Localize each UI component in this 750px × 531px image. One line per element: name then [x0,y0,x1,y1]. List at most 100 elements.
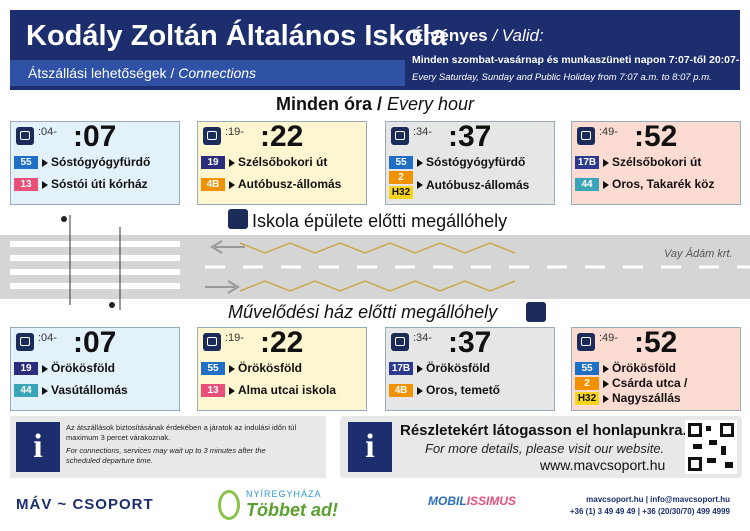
route-badge: 55 [201,362,225,375]
bus-icon [203,127,221,145]
depart-time: :37 [448,326,492,359]
depart-time: :37 [448,120,492,153]
bus-icon [16,127,34,145]
mobil: MOBIL [428,494,467,508]
arrow [229,180,235,189]
validity-en: Every Saturday, Sunday and Public Holida… [412,72,712,83]
card: :19- :22 19 Szélsőbokori út 4B Autóbusz-állom… [197,120,367,205]
mav-logo: MÁV ~ CSOPORT [16,496,154,513]
card: :34-:37 55 Sóstógyógyfürdő 2 H32 Autóbusz-áll… [385,120,555,205]
arrive-time: :04- [38,332,57,344]
bus-icon [203,333,221,351]
destination: Sóstógyógyfürdő [426,155,526,169]
depart-time: :22 [260,326,304,359]
city-logo-mark [218,490,240,520]
destination: Autóbusz-állomás [426,177,530,192]
csoport: CSOPORT [72,496,154,513]
validity-hu: Minden szombat-vasárnap és munkaszüneti … [412,54,750,66]
subtitle-en: Connections [178,65,257,81]
arrow [229,386,235,395]
route-badge: 17B [389,362,413,375]
card: :49-:52 55 Örökösföld 2 Csárda utca / H32 Nagy… [571,326,741,411]
destination: Sóstói úti kórház [51,177,148,191]
wait-box [10,416,326,478]
zigzag-bottom [239,280,516,292]
url: www.mavcsoport.hu [540,457,666,473]
route-badge: 13 [14,178,38,191]
wait-en: For connections, services may wait up to… [66,446,266,465]
arrow [417,181,423,189]
zigzag-top [239,242,516,254]
destination: Örökösföld [612,361,677,375]
contact1: mavcsoport.hu | info@mavcsoport.hu [586,495,730,504]
bottom-stop: Művelődési ház előtti megállóhely [228,302,498,322]
subtitle-band [10,60,405,86]
subtitle: Átszállási lehetőségek / Connections [28,65,256,81]
pedestrian-bottom [109,302,115,308]
arrive-time: :34- [413,332,432,344]
arrow [603,394,609,403]
web-en: For more details, please visit our websi… [425,441,665,456]
info-icon: i [348,422,392,472]
frequency-en: Every hour [386,94,475,114]
depart-time: :52 [634,326,678,359]
top-stop: Iskola épülete előtti megállóhely [252,211,508,231]
bus-icon [391,127,409,145]
bus-icon [577,333,595,351]
arrow [229,158,235,167]
route-badge: 2 [575,377,599,390]
mobilissimus: MOBILISSIMUS [428,494,516,508]
arrive-time: :34- [413,126,432,138]
wait-hu: Az átszállások biztosításának érdekében … [66,423,297,442]
depart-time: :52 [634,120,678,153]
info-icon: i [16,422,60,472]
arrow [603,158,609,167]
route-badge: 44 [14,384,38,397]
bus-icon [577,127,595,145]
card: :49-:52 17B Szélsőbokori út 44 Oros, Takarék… [571,120,741,205]
card: :04- :07 19 Örökösföld 44 Vasútállomás [10,326,180,411]
route-badge: 19 [14,362,38,375]
arrive-time: :49- [599,332,618,344]
depart-time: :07 [73,120,117,153]
bus-icon [391,333,409,351]
route-badge: 55 [389,156,413,169]
destination: Autóbusz-állomás [238,177,342,191]
issimus: ISSIMUS [466,494,517,508]
web-box [340,416,742,478]
street: Vay Ádám krt. [664,248,733,260]
road [0,209,750,322]
arrow [42,158,48,167]
arrive-time: :19- [225,126,244,138]
destination: Nagyszállás [612,391,681,405]
slogan: Többet ad! [246,500,338,520]
frequency-hu: Minden óra / [275,94,382,114]
depart-time: :22 [260,120,304,153]
card: :19-:22 55 Örökösföld 13 Alma utcai iskola [197,326,367,411]
arrow [417,158,423,167]
valid-hu: Érvényes [412,26,488,45]
route-badge: H32 [389,186,413,199]
destination: Örökösföld [51,361,116,375]
arrow [42,386,48,395]
qr-code [685,420,737,474]
route-badge: 55 [14,156,38,169]
stop-icon-bottom [526,302,546,322]
subtitle-hu: Átszállási lehetőségek / [28,65,175,81]
destination: Szélsőbokori út [612,155,702,169]
arrow [603,364,609,373]
route-badge: H32 [575,392,599,405]
depart-time: :07 [73,326,117,359]
arrive-time: :04- [38,126,57,138]
destination: Örökösföld [426,361,491,375]
arrow [42,364,48,373]
arrow [603,379,609,388]
destination: Vasútállomás [51,383,128,397]
route-badge: 4B [201,178,225,191]
arrow [42,180,48,189]
arrow [417,386,423,395]
destination: Szélsőbokori út [238,155,328,169]
arrow [603,180,609,189]
route-badge: 19 [201,156,225,169]
